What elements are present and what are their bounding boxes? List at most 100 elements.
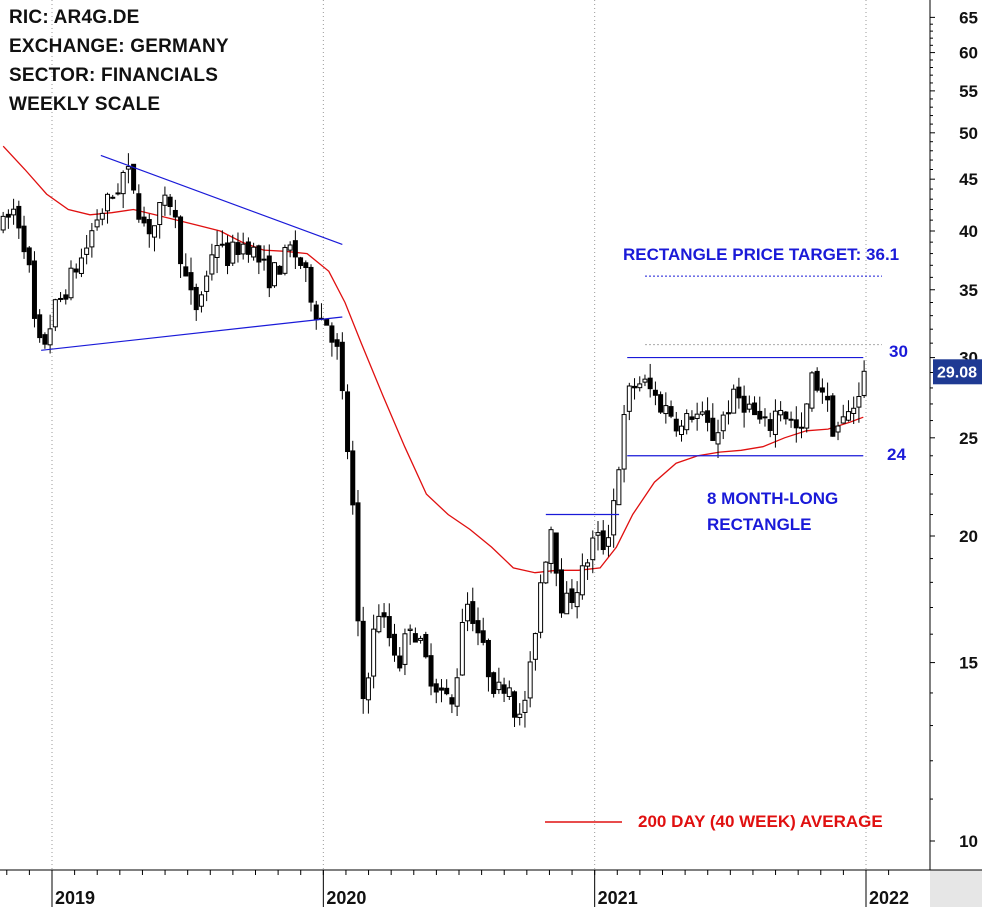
candle-body: [804, 403, 810, 429]
candlesticks: [0, 153, 867, 728]
candle-body: [840, 416, 846, 424]
candle-body: [5, 213, 11, 218]
y-tick-label: 15: [959, 654, 978, 673]
ma-legend-label: 200 DAY (40 WEEK) AVERAGE: [638, 812, 883, 831]
candle-body: [532, 633, 538, 660]
candle-body: [673, 418, 679, 432]
candle-body: [470, 601, 476, 624]
candle-body: [141, 216, 147, 224]
candle-body: [381, 612, 387, 618]
candle-body: [423, 634, 429, 658]
candle-body: [183, 266, 189, 277]
candle-body: [386, 616, 392, 639]
candle-body: [167, 196, 173, 208]
candle-body: [689, 416, 695, 420]
candle-body: [16, 205, 22, 229]
candle-body: [78, 257, 84, 274]
candle-body: [861, 370, 867, 396]
candle-body: [115, 192, 121, 195]
y-tick-label: 20: [959, 527, 978, 546]
candle-body: [778, 409, 784, 416]
candle-body: [418, 637, 424, 641]
candle-body: [277, 265, 283, 275]
candle-body: [485, 639, 491, 678]
lower-boundary-label: 24: [887, 445, 906, 464]
candle-body: [465, 603, 471, 622]
candle-body: [308, 266, 314, 303]
ma-line: [2, 145, 864, 574]
candle-body: [266, 255, 272, 289]
candle-body: [105, 193, 111, 212]
candle-body: [94, 219, 100, 228]
candle-body: [125, 166, 131, 170]
candle-body: [271, 262, 277, 287]
candle-body: [376, 615, 382, 633]
candle-body: [397, 655, 403, 669]
candle-body: [595, 532, 601, 536]
candle-body: [788, 418, 794, 421]
candle-body: [725, 412, 731, 415]
candle-body: [219, 243, 225, 246]
candle-body: [825, 395, 831, 401]
candle-body: [407, 628, 413, 631]
candle-body: [621, 414, 627, 470]
candle-body: [830, 395, 836, 437]
trendlines: [41, 154, 882, 516]
candle-body: [52, 299, 58, 328]
candle-body: [172, 209, 178, 218]
candle-body: [89, 230, 95, 248]
candle-body: [151, 225, 157, 238]
candle-body: [501, 684, 507, 694]
candle-body: [480, 630, 486, 643]
y-tick-label: 10: [959, 832, 978, 851]
candle-body: [579, 565, 585, 596]
candle-body: [835, 425, 841, 433]
candle-body: [512, 691, 518, 718]
moving-average: [2, 145, 864, 574]
candle-body: [235, 242, 241, 255]
pattern-label-line2: RECTANGLE: [707, 515, 812, 534]
y-tick-label: 55: [959, 82, 978, 101]
candle-body: [392, 633, 398, 656]
candle-body: [157, 202, 163, 226]
candle-body: [324, 318, 330, 326]
candle-body: [553, 532, 559, 574]
candle-body: [626, 385, 632, 412]
candle-body: [809, 372, 815, 409]
y-tick-label: 65: [959, 8, 978, 27]
candle-body: [350, 450, 356, 506]
candle-body: [652, 389, 658, 396]
candle-body: [214, 245, 220, 258]
candle-body: [642, 378, 648, 383]
candle-body: [365, 677, 371, 701]
candle-body: [762, 416, 768, 419]
gridlines: [51, 0, 867, 870]
scale-label: WEEKLY SCALE: [9, 94, 161, 115]
sector-label: SECTOR: FINANCIALS: [9, 65, 219, 86]
candle-body: [193, 286, 199, 311]
candle-body: [637, 383, 643, 389]
candle-body: [355, 502, 361, 622]
candle-body: [402, 633, 408, 665]
candle-body: [282, 247, 288, 274]
candle-body: [261, 258, 267, 261]
candle-body: [585, 562, 591, 567]
candle-body: [68, 267, 74, 299]
y-tick-label: 35: [959, 281, 978, 300]
candle-body: [767, 419, 773, 431]
candle-body: [746, 403, 752, 410]
candle-body: [496, 681, 502, 691]
candle-body: [110, 196, 116, 199]
price-target-label: RECTANGLE PRICE TARGET: 36.1: [623, 245, 900, 264]
candle-body: [590, 537, 596, 561]
candle-body: [298, 257, 304, 266]
candle-body: [694, 413, 700, 419]
x-tick-label: 2019: [55, 888, 95, 907]
candle-body: [47, 328, 53, 346]
candle-body: [63, 294, 69, 300]
candle-body: [705, 410, 711, 423]
candle-body: [819, 387, 825, 393]
candle-body: [225, 242, 231, 266]
candle-body: [198, 294, 204, 307]
candle-body: [251, 246, 257, 258]
